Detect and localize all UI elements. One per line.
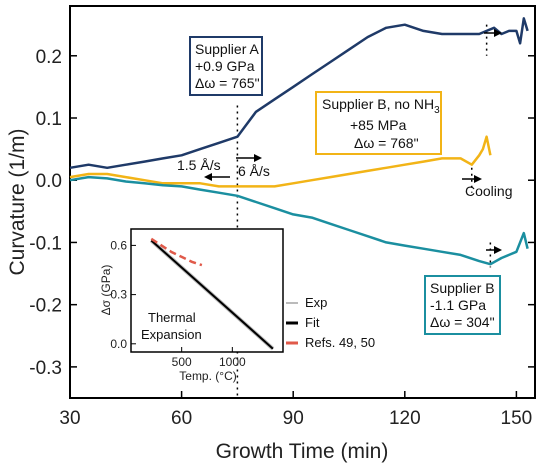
supplier-b-no-nh3-stress: +85 MPa: [350, 117, 407, 133]
rate-low-label: 1.5 Å/s: [177, 157, 221, 173]
inset-x-tick-label-0: 500: [172, 355, 192, 369]
rate-annotations: 1.5 Å/s 6 Å/s Cooling: [177, 29, 512, 254]
y-tick-label-1: 0.1: [36, 109, 62, 130]
inset-y-tick-label-0: 0.6: [110, 238, 127, 252]
inset-legend: Exp Fit Refs. 49, 50: [286, 295, 375, 350]
inset-chart: 500 1000 0.6 0.3 0.0 Δσ (GPa) Temp. (°C) The…: [99, 228, 284, 383]
cooling-arrowhead: [474, 175, 482, 183]
x-tick-label-2: 90: [283, 408, 304, 429]
supplier-b-no-nh3-fwhm: Δω = 768": [354, 135, 419, 151]
inset-annotation-line2: Expansion: [141, 327, 202, 342]
supplier-b-name: Supplier B: [430, 280, 495, 296]
x-tick-label-3: 120: [389, 408, 421, 429]
rate-left-arrowhead: [204, 173, 212, 181]
y-tick-label-2: 0.0: [36, 171, 62, 192]
supplier-b-fwhm: Δω = 304": [430, 314, 495, 330]
supplier-b-no-nh3-annotation: Supplier B, no NH3 +85 MPa Δω = 768": [315, 91, 442, 155]
axis-tick-labels: 30 60 90 120 150 0.2 0.1 0.0 -0.1 -0.2 -0.3: [29, 47, 532, 429]
inset-ticks: [131, 244, 233, 352]
x-axis-label: Growth Time (min): [216, 440, 389, 463]
supplier-a-annotation: Supplier A +0.9 GPa Δω = 765": [189, 36, 263, 96]
inset-lines: [149, 237, 275, 351]
cooling-label: Cooling: [465, 183, 512, 199]
series-line-supplier_b: [69, 175, 529, 266]
inset-x-label: Temp. (°C): [179, 369, 236, 383]
supplier-a-stress: +0.9 GPa: [195, 58, 255, 74]
supplier-a-fwhm: Δω = 765": [195, 75, 260, 91]
x-tick-label-1: 60: [171, 408, 192, 429]
cooling-arrowhead-a: [494, 29, 502, 37]
supplier-b-no-nh3-subscript: 3: [434, 105, 440, 116]
inset-y-tick-label-2: 0.0: [110, 337, 127, 351]
supplier-b-no-nh3-name: Supplier B, no NH3: [322, 96, 440, 116]
legend-exp-label: Exp: [305, 295, 327, 310]
rate-high-label: 6 Å/s: [238, 163, 270, 179]
cooling-arrowhead-b: [494, 246, 502, 254]
rate-right-arrowhead: [254, 154, 262, 162]
inset-refs-line: [150, 237, 203, 267]
x-tick-label-4: 150: [501, 408, 533, 429]
inset-fit-line: [150, 239, 274, 350]
inset-x-tick-label-1: 1000: [219, 355, 246, 369]
y-tick-label-4: -0.2: [29, 296, 62, 317]
curvature-series: [69, 17, 529, 266]
series-line-supplier_a: [69, 17, 529, 170]
plot-frame: [69, 5, 536, 399]
supplier-b-no-nh3-name-main: Supplier B, no NH: [322, 96, 434, 112]
y-axis-label: Curvature (1/m): [6, 128, 29, 275]
inset-annotation-line1: Thermal: [148, 310, 196, 325]
x-tick-label-0: 30: [59, 408, 80, 429]
supplier-b-annotation: Supplier B -1.1 GPa Δω = 304": [424, 275, 501, 335]
inset-y-label: Δσ (GPa): [99, 265, 113, 316]
inset-tick-labels: 500 1000 0.6 0.3 0.0: [110, 238, 246, 369]
legend-refs-label: Refs. 49, 50: [305, 335, 375, 350]
y-tick-label-3: -0.1: [29, 233, 62, 254]
series-line-supplier_b_no_nh3: [69, 135, 492, 188]
dotted-markers: [236, 24, 492, 398]
legend-fit-label: Fit: [305, 315, 320, 330]
supplier-a-name: Supplier A: [195, 41, 259, 57]
y-tick-label-0: 0.2: [36, 47, 62, 68]
y-tick-label-5: -0.3: [29, 358, 62, 379]
inset-y-tick-label-1: 0.3: [110, 288, 127, 302]
supplier-b-stress: -1.1 GPa: [430, 297, 486, 313]
